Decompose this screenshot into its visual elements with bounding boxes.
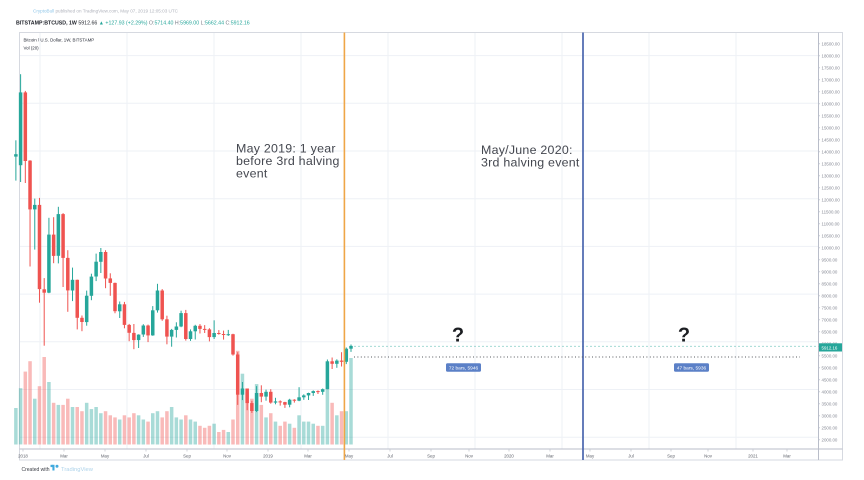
svg-text:15000.00: 15000.00	[822, 126, 841, 131]
svg-text:Mar: Mar	[60, 454, 68, 459]
svg-text:10000.00: 10000.00	[822, 246, 841, 251]
svg-text:15500.00: 15500.00	[822, 114, 841, 119]
svg-text:13000.00: 13000.00	[822, 174, 841, 179]
svg-text:2021: 2021	[748, 454, 758, 459]
svg-text:?: ?	[452, 325, 464, 347]
svg-text:May: May	[586, 454, 595, 459]
svg-text:10500.00: 10500.00	[822, 234, 841, 239]
svg-text:9500.00: 9500.00	[822, 258, 838, 263]
svg-text:May: May	[101, 454, 110, 459]
svg-text:5912.16: 5912.16	[822, 345, 838, 350]
svg-text:Mar: Mar	[783, 454, 791, 459]
svg-text:May: May	[345, 454, 354, 459]
svg-text:16500.00: 16500.00	[822, 90, 841, 95]
svg-text:TradingView: TradingView	[61, 467, 94, 473]
svg-text:72 bars, 5946: 72 bars, 5946	[449, 366, 479, 372]
svg-text:47 bars, 5936: 47 bars, 5936	[677, 366, 707, 372]
svg-text:9000.00: 9000.00	[822, 270, 838, 275]
svg-text:Sep: Sep	[427, 454, 435, 459]
svg-text:7500.00: 7500.00	[822, 306, 838, 311]
svg-text:Bitcoin / U.S. Dollar, 1W, BIT: Bitcoin / U.S. Dollar, 1W, BITSTAMP	[24, 38, 95, 43]
svg-text:CryptoBull published on Tradin: CryptoBull published on TradingView.com,…	[33, 9, 179, 14]
svg-text:May/June 2020:: May/June 2020:	[481, 143, 573, 157]
svg-text:BITSTAMP:BTCUSD, 1W 5912.66 ▲: BITSTAMP:BTCUSD, 1W 5912.66 ▲ +127.93 (+…	[16, 21, 250, 27]
svg-text:16000.00: 16000.00	[822, 102, 841, 107]
svg-text:4500.00: 4500.00	[822, 378, 838, 383]
svg-text:Nov: Nov	[465, 454, 474, 459]
svg-text:12500.00: 12500.00	[822, 186, 841, 191]
svg-text:2019: 2019	[263, 454, 273, 459]
svg-text:3000.00: 3000.00	[822, 414, 838, 419]
svg-text:13500.00: 13500.00	[822, 162, 841, 167]
svg-text:Sep: Sep	[183, 454, 191, 459]
svg-text:17000.00: 17000.00	[822, 78, 841, 83]
svg-text:11500.00: 11500.00	[822, 210, 841, 215]
svg-text:12000.00: 12000.00	[822, 198, 841, 203]
svg-text:5000.00: 5000.00	[822, 366, 838, 371]
svg-text:Jul: Jul	[628, 454, 634, 459]
svg-text:Vol (20): Vol (20)	[24, 45, 40, 50]
svg-text:4000.00: 4000.00	[822, 390, 838, 395]
svg-text:Mar: Mar	[546, 454, 554, 459]
svg-text:?: ?	[678, 325, 690, 347]
svg-text:May 2019: 1 year: May 2019: 1 year	[236, 142, 336, 156]
svg-text:14000.00: 14000.00	[822, 150, 841, 155]
svg-text:14500.00: 14500.00	[822, 138, 841, 143]
svg-text:Nov: Nov	[223, 454, 232, 459]
svg-text:3rd halving event: 3rd halving event	[481, 156, 580, 170]
svg-text:Created with: Created with	[22, 467, 50, 473]
svg-text:6500.00: 6500.00	[822, 330, 838, 335]
svg-text:8000.00: 8000.00	[822, 294, 838, 299]
svg-text:3500.00: 3500.00	[822, 402, 838, 407]
svg-text:7000.00: 7000.00	[822, 318, 838, 323]
svg-text:event: event	[236, 167, 268, 181]
svg-text:Jul: Jul	[143, 454, 149, 459]
svg-text:Mar: Mar	[304, 454, 312, 459]
svg-text:2000.00: 2000.00	[822, 438, 838, 443]
svg-text:2018: 2018	[18, 454, 28, 459]
svg-text:5500.00: 5500.00	[822, 354, 838, 359]
svg-text:17500.00: 17500.00	[822, 66, 841, 71]
svg-text:2020: 2020	[504, 454, 514, 459]
svg-text:2500.00: 2500.00	[822, 426, 838, 431]
svg-text:Jul: Jul	[387, 454, 393, 459]
svg-text:18500.00: 18500.00	[822, 42, 841, 47]
svg-text:8500.00: 8500.00	[822, 282, 838, 287]
svg-text:Sep: Sep	[667, 454, 675, 459]
svg-text:Nov: Nov	[704, 454, 713, 459]
svg-text:11000.00: 11000.00	[822, 222, 841, 227]
svg-text:before 3rd halving: before 3rd halving	[236, 154, 340, 168]
svg-text:18000.00: 18000.00	[822, 54, 841, 59]
